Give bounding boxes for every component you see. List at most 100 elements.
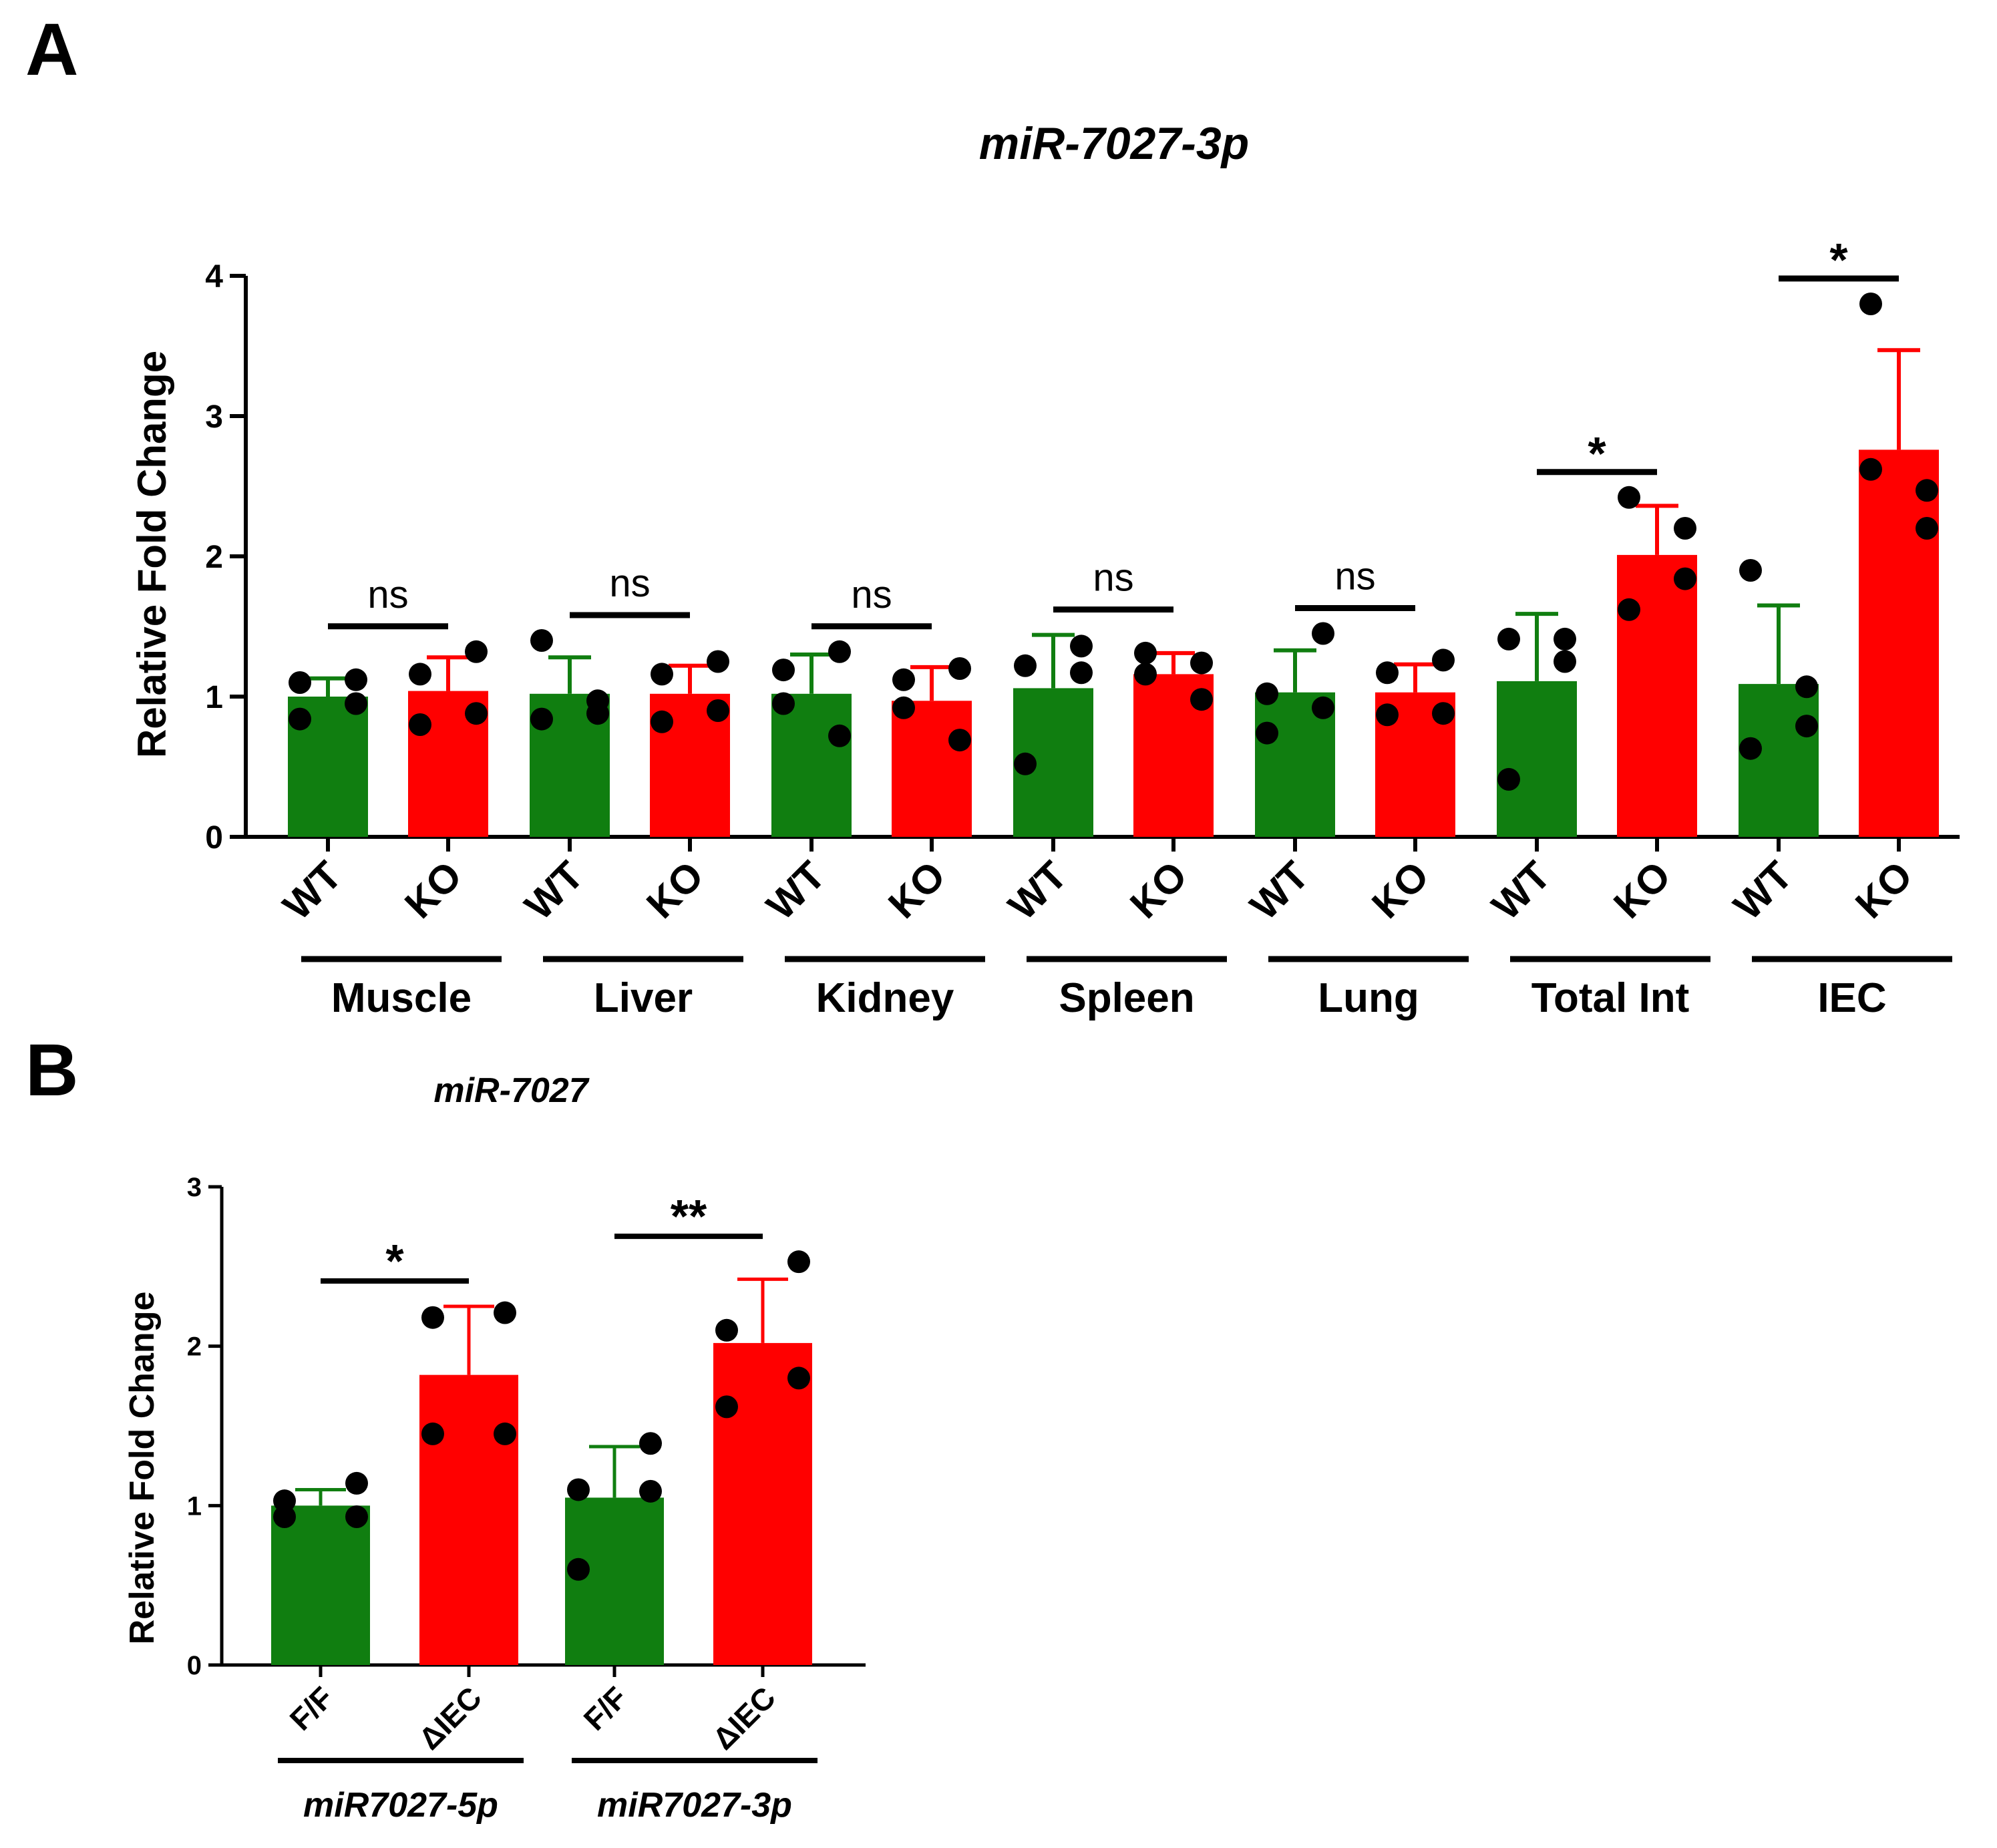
data-point <box>1916 479 1938 502</box>
group-label: Lung <box>1318 975 1419 1021</box>
data-point <box>772 659 795 682</box>
y-tick-label: 4 <box>205 259 223 295</box>
x-category-label: WT <box>516 853 592 928</box>
data-point <box>892 696 915 719</box>
data-point <box>707 650 729 673</box>
data-point <box>1497 627 1520 651</box>
data-point <box>1916 517 1938 540</box>
data-point <box>1376 661 1399 685</box>
data-point <box>465 640 488 663</box>
y-tick-label: 0 <box>187 1651 202 1680</box>
data-point <box>1376 703 1399 727</box>
data-point <box>1134 663 1157 686</box>
data-point <box>1432 649 1455 672</box>
group-label: miR7027-5p <box>303 1786 498 1825</box>
data-point <box>1859 457 1882 481</box>
group-label: Total Int <box>1531 975 1689 1021</box>
data-point <box>715 1318 738 1342</box>
significance-label: ns <box>609 562 650 605</box>
data-point <box>1618 598 1640 621</box>
data-point <box>1312 622 1334 645</box>
data-point <box>707 699 729 722</box>
bar-ko <box>1859 449 1939 837</box>
significance-label: ** <box>671 1190 707 1242</box>
x-category-label: KO <box>1605 853 1679 927</box>
x-category-label: F/F <box>577 1680 634 1737</box>
group-label: Spleen <box>1059 975 1194 1021</box>
bar-ko <box>1617 554 1697 837</box>
bar-iec <box>419 1374 518 1665</box>
x-category-label: ΔIEC <box>706 1680 782 1756</box>
chart-b-y-axis-label: Relative Fold Change <box>123 1292 162 1645</box>
data-point <box>772 692 795 715</box>
data-point <box>1674 567 1696 590</box>
data-point <box>1795 715 1818 738</box>
data-point <box>715 1395 738 1419</box>
data-point <box>1070 661 1093 685</box>
data-point <box>1618 486 1640 509</box>
data-point <box>1554 650 1576 673</box>
data-point <box>1497 767 1520 791</box>
x-category-label: F/F <box>283 1680 341 1737</box>
data-point <box>289 707 311 731</box>
panel-label-b: B <box>25 1029 78 1111</box>
bar-wt <box>1739 684 1819 837</box>
chart-a-title: miR-7027-3p <box>979 118 1249 169</box>
x-category-label: WT <box>1242 853 1317 928</box>
data-point <box>948 657 971 680</box>
data-point <box>273 1489 296 1513</box>
bar-wt <box>771 693 852 837</box>
data-point <box>345 1471 368 1495</box>
data-point <box>651 663 673 686</box>
x-category-label: KO <box>1121 853 1196 927</box>
x-category-label: KO <box>1363 853 1437 927</box>
data-point <box>421 1306 444 1329</box>
data-point <box>1070 634 1093 658</box>
y-tick-label: 0 <box>205 820 223 856</box>
data-point <box>948 729 971 752</box>
data-point <box>409 713 431 736</box>
data-point <box>1190 688 1213 711</box>
data-point <box>1554 627 1576 651</box>
group-label: Kidney <box>816 975 954 1021</box>
data-point <box>828 724 851 747</box>
data-point <box>1014 752 1037 775</box>
data-point <box>530 629 553 652</box>
data-point <box>289 671 311 694</box>
x-category-label: WT <box>1725 853 1801 928</box>
y-tick-label: 3 <box>187 1173 202 1202</box>
bar-wt <box>1497 681 1577 837</box>
data-point <box>828 640 851 663</box>
data-point <box>345 692 367 715</box>
data-point <box>494 1301 516 1324</box>
data-point <box>651 710 673 733</box>
y-tick-label: 2 <box>205 540 223 575</box>
data-point <box>273 1505 296 1529</box>
significance-label: * <box>1588 427 1606 480</box>
data-point <box>567 1557 590 1581</box>
y-tick-label: 1 <box>187 1491 202 1521</box>
data-point <box>1432 702 1455 725</box>
x-category-label: KO <box>396 853 470 927</box>
data-point <box>892 668 915 691</box>
x-category-label: KO <box>880 853 954 927</box>
data-point <box>1312 696 1334 719</box>
significance-label: ns <box>851 573 892 616</box>
bar-ff <box>271 1505 370 1665</box>
data-point <box>465 702 488 725</box>
data-point <box>567 1478 590 1501</box>
data-point <box>1739 559 1762 582</box>
bar-ff <box>565 1497 664 1665</box>
data-point <box>787 1250 810 1274</box>
x-category-label: WT <box>275 853 350 928</box>
y-tick-label: 3 <box>205 399 223 435</box>
data-point <box>345 668 367 691</box>
bar-ko <box>892 701 972 837</box>
data-point <box>1256 721 1278 745</box>
y-tick-label: 2 <box>187 1332 202 1362</box>
group-label: miR7027-3p <box>597 1786 792 1825</box>
data-point <box>1795 675 1818 699</box>
data-point <box>1674 517 1696 540</box>
group-label: IEC <box>1817 975 1886 1021</box>
